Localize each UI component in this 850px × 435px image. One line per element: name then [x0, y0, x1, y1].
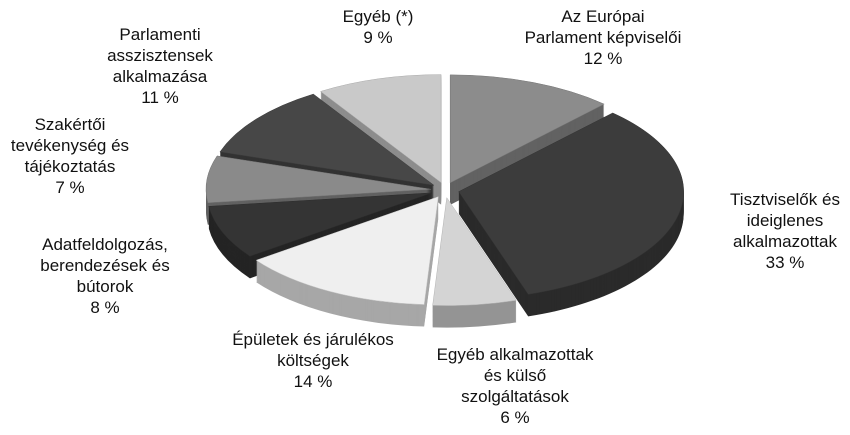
label-line: Egyéb alkalmazottak: [437, 345, 594, 364]
slice: [255, 196, 439, 327]
slice-label: Egyéb (*): [343, 7, 414, 26]
label-line: Tisztviselők és: [730, 190, 840, 209]
label-line: Parlament képviselői: [525, 28, 682, 47]
slice-label: Egyéb alkalmazottak és külső szolgáltatáso…: [437, 345, 594, 406]
label-line: berendezések és: [40, 256, 169, 275]
label-line: Szakértői: [35, 115, 106, 134]
label-line: alkalmazottak: [733, 232, 837, 251]
slice: [458, 112, 684, 317]
slice-label: Parlamenti asszisztensek alkalmazása: [107, 25, 213, 86]
value-label: 7 %: [55, 178, 84, 197]
slice-label: Szakértői tevékenység és tájékoztatás: [11, 115, 129, 176]
slice-top: [219, 93, 435, 186]
label-line: ideiglenes: [747, 211, 824, 230]
label-line: tájékoztatás: [25, 157, 116, 176]
slice-top: [319, 74, 442, 184]
slice-label: Adatfeldolgozás, berendezések és bútorok: [40, 235, 169, 296]
label-line: bútorok: [77, 277, 134, 296]
slice: [449, 74, 605, 205]
slice-top: [432, 196, 517, 306]
label-line: asszisztensek: [107, 46, 213, 65]
slice-top: [208, 192, 433, 257]
value-label: 33 %: [766, 253, 805, 272]
slice-label: Az Európai Parlament képviselői: [525, 7, 682, 47]
value-label: 12 %: [584, 49, 623, 68]
slice-label: Épületek és járulékos költségek: [232, 330, 394, 370]
label-line: tevékenység és: [11, 136, 129, 155]
value-label: 11 %: [141, 88, 179, 107]
label-line: Adatfeldolgozás,: [42, 235, 168, 254]
slice: [432, 196, 517, 328]
label-line: költségek: [277, 351, 349, 370]
label-line: szolgáltatások: [461, 387, 569, 406]
label-line: alkalmazása: [113, 67, 208, 86]
label-line: és külső: [484, 366, 546, 385]
label-line: Épületek és járulékos: [232, 330, 394, 349]
value-label: 6 %: [500, 408, 529, 427]
value-label: 8 %: [90, 298, 119, 317]
slice-top: [255, 196, 439, 305]
slice-top: [205, 155, 432, 204]
slice-label: Tisztviselők és ideiglenes alkalmazottak: [730, 190, 840, 251]
slice-top: [458, 112, 684, 295]
value-label: 9 %: [363, 28, 392, 47]
label-line: Parlamenti: [119, 25, 200, 44]
value-label: 14 %: [294, 372, 333, 391]
label-line: Egyéb (*): [343, 7, 414, 26]
slice-top: [449, 74, 605, 184]
label-line: Az Európai: [561, 7, 644, 26]
